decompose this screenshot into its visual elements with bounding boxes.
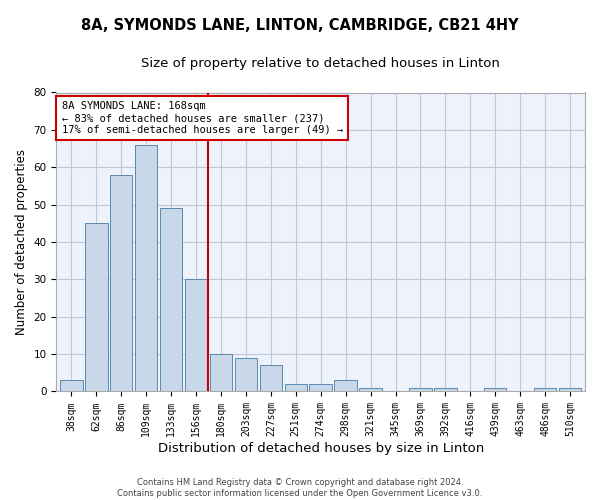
Bar xyxy=(260,366,282,392)
Bar xyxy=(85,224,107,392)
Y-axis label: Number of detached properties: Number of detached properties xyxy=(15,149,28,335)
Bar xyxy=(359,388,382,392)
Bar xyxy=(60,380,83,392)
Bar xyxy=(210,354,232,392)
Text: 8A SYMONDS LANE: 168sqm
← 83% of detached houses are smaller (237)
17% of semi-d: 8A SYMONDS LANE: 168sqm ← 83% of detache… xyxy=(62,102,343,134)
Bar xyxy=(534,388,556,392)
Bar xyxy=(185,280,207,392)
Text: 8A, SYMONDS LANE, LINTON, CAMBRIDGE, CB21 4HY: 8A, SYMONDS LANE, LINTON, CAMBRIDGE, CB2… xyxy=(81,18,519,32)
Bar xyxy=(160,208,182,392)
Bar xyxy=(334,380,357,392)
Bar xyxy=(284,384,307,392)
Bar xyxy=(235,358,257,392)
Title: Size of property relative to detached houses in Linton: Size of property relative to detached ho… xyxy=(141,58,500,70)
Bar xyxy=(310,384,332,392)
Text: Contains HM Land Registry data © Crown copyright and database right 2024.
Contai: Contains HM Land Registry data © Crown c… xyxy=(118,478,482,498)
Bar xyxy=(434,388,457,392)
Bar xyxy=(559,388,581,392)
Bar xyxy=(484,388,506,392)
Bar xyxy=(409,388,431,392)
X-axis label: Distribution of detached houses by size in Linton: Distribution of detached houses by size … xyxy=(158,442,484,455)
Bar xyxy=(135,145,157,392)
Bar xyxy=(110,174,133,392)
